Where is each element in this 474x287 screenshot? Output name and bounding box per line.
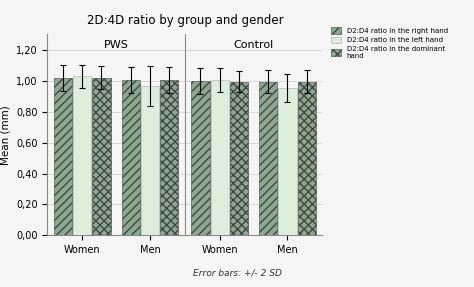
Bar xyxy=(92,78,110,235)
Bar xyxy=(122,80,140,235)
Bar xyxy=(210,80,229,235)
Bar xyxy=(141,86,159,235)
Bar xyxy=(259,82,277,235)
Bar xyxy=(160,80,178,235)
Text: Control: Control xyxy=(234,40,273,51)
Bar xyxy=(191,81,210,235)
Y-axis label: Mean (mm): Mean (mm) xyxy=(0,105,10,165)
Legend: D2:D4 ratio in the right hand, D2:D4 ratio in the left hand, D2:D4 ratio in the : D2:D4 ratio in the right hand, D2:D4 rat… xyxy=(330,26,448,60)
Bar xyxy=(54,78,72,235)
Bar xyxy=(278,88,297,235)
Text: Error bars: +/- 2 SD: Error bars: +/- 2 SD xyxy=(192,269,282,278)
Text: PWS: PWS xyxy=(104,40,128,51)
Bar xyxy=(230,82,248,235)
Bar xyxy=(73,76,91,235)
Bar xyxy=(298,82,316,235)
Text: 2D:4D ratio by group and gender: 2D:4D ratio by group and gender xyxy=(87,14,283,27)
